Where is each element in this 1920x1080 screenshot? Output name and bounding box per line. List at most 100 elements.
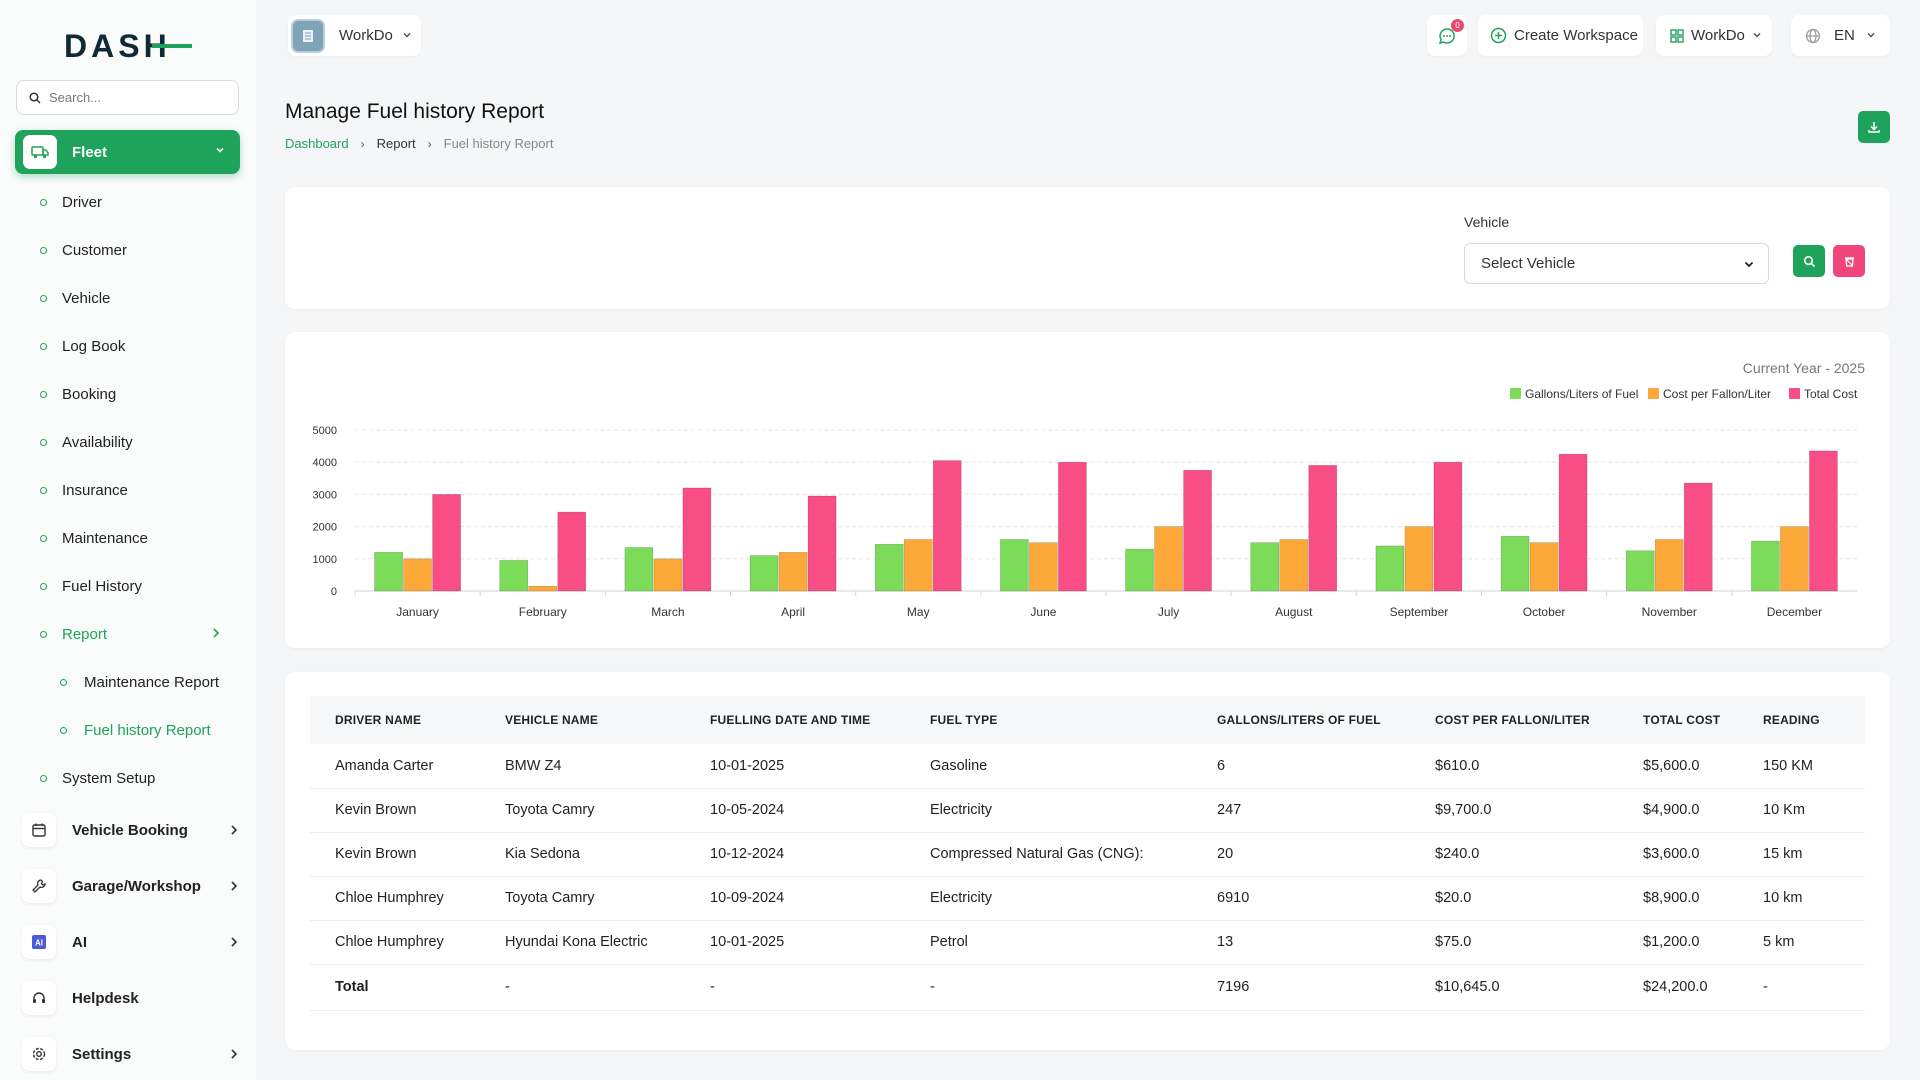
bar (749, 555, 779, 592)
table-cell: Kevin Brown (310, 832, 480, 877)
workspace-selector[interactable]: WorkDo (288, 15, 421, 56)
download-icon (1868, 122, 1880, 133)
sidebar-item-system-setup[interactable]: System Setup (40, 768, 155, 788)
bar (1183, 469, 1212, 592)
table-cell: Toyota Camry (480, 788, 685, 833)
table-cell: 10-01-2025 (685, 744, 905, 789)
bullet-icon (40, 486, 47, 494)
column-header: DRIVER NAME (310, 696, 480, 744)
sidebar-item-booking[interactable]: Booking (40, 384, 116, 404)
x-tick-label: October (1523, 605, 1566, 619)
sidebar-module-ai[interactable]: AI AI (22, 925, 242, 959)
search-input[interactable] (49, 90, 229, 105)
dash-logo[interactable]: DASH (64, 28, 192, 64)
apply-filter-button[interactable] (1793, 245, 1825, 277)
sidebar-item-maintenance-report[interactable]: Maintenance Report (60, 672, 219, 692)
table-cell: BMW Z4 (480, 744, 685, 789)
chevron-right-icon (231, 881, 238, 891)
bar (1433, 461, 1463, 592)
bar (374, 552, 403, 592)
vehicle-filter-label: Vehicle (1464, 214, 1510, 230)
bar (1029, 542, 1058, 592)
messages-button[interactable]: 0 (1427, 15, 1467, 56)
sidebar-item-driver[interactable]: Driver (40, 192, 102, 212)
chevron-down-icon (403, 32, 411, 38)
sidebar-item-availability[interactable]: Availability (40, 432, 133, 452)
bar (499, 560, 529, 592)
bullet-icon (60, 678, 67, 686)
sidebar-module-vehicle-booking[interactable]: Vehicle Booking (22, 813, 242, 847)
plus-circle-icon (1490, 27, 1507, 44)
grid-apps-icon (1670, 28, 1684, 43)
sidebar-item-log-book[interactable]: Log Book (40, 336, 125, 356)
chevron-down-icon (216, 147, 224, 153)
table-cell: Chloe Humphrey (310, 920, 480, 965)
create-workspace-button[interactable]: Create Workspace (1478, 15, 1643, 56)
sidebar-item-maintenance[interactable]: Maintenance (40, 528, 148, 548)
vehicle-select-value: Select Vehicle (1481, 255, 1576, 272)
x-tick-label: April (781, 605, 805, 619)
table-cell: $75.0 (1410, 920, 1618, 965)
table-cell: 10 km (1738, 876, 1865, 921)
bar (1250, 542, 1280, 592)
bar (1375, 545, 1405, 592)
y-tick-label: 2000 (313, 522, 337, 534)
table-cell: 20 (1192, 832, 1410, 877)
bar (1625, 550, 1655, 592)
ai-chip-icon: AI (22, 925, 56, 959)
table-cell: 10-12-2024 (685, 832, 905, 877)
logo-text: DASH (64, 28, 171, 64)
column-header: FUEL TYPE (905, 696, 1192, 744)
x-tick-label: November (1642, 605, 1697, 619)
table-total-cell: Total (310, 964, 480, 1011)
table-row: Kevin Brown Toyota Camry 10-05-2024 Electri… (310, 788, 1865, 833)
bullet-icon (40, 198, 47, 206)
breadcrumb-report[interactable]: Report (376, 136, 416, 151)
language-selector[interactable]: EN (1791, 15, 1890, 56)
vehicle-select[interactable]: Select Vehicle (1464, 243, 1769, 284)
chat-bubble-icon (1438, 27, 1455, 44)
reset-filter-button[interactable] (1833, 245, 1865, 277)
bar (1308, 465, 1338, 592)
search-icon (1803, 255, 1815, 267)
bullet-icon (40, 390, 47, 398)
table-total-cell: $24,200.0 (1618, 964, 1738, 1011)
sidebar-item-report[interactable]: Report (40, 624, 230, 644)
x-tick-label: March (651, 605, 684, 619)
company-selector[interactable]: WorkDo (1656, 15, 1772, 56)
breadcrumb: Dashboard › Report › Fuel history Report (285, 136, 553, 151)
table-cell: Kia Sedona (480, 832, 685, 877)
x-tick-label: January (396, 605, 439, 619)
table-cell: $3,600.0 (1618, 832, 1738, 877)
sidebar-item-fuel-history-report[interactable]: Fuel history Report (60, 720, 211, 740)
download-button[interactable] (1858, 111, 1890, 143)
table-total-cell: - (480, 964, 685, 1011)
table-cell: $5,600.0 (1618, 744, 1738, 789)
sidebar-module-helpdesk[interactable]: Helpdesk (22, 981, 242, 1015)
sidebar-item-vehicle[interactable]: Vehicle (40, 288, 110, 308)
table-cell: 13 (1192, 920, 1410, 965)
column-header: READING (1738, 696, 1865, 744)
gear-icon (22, 1037, 56, 1071)
bar (1000, 539, 1029, 592)
sidebar-module-fleet[interactable]: Fleet (15, 130, 240, 174)
sidebar-item-fuel-history[interactable]: Fuel History (40, 576, 142, 596)
legend-swatch (1648, 388, 1659, 399)
sidebar-search[interactable] (16, 80, 239, 115)
bar (403, 558, 432, 592)
bar (807, 495, 837, 592)
sidebar-item-customer[interactable]: Customer (40, 240, 127, 260)
sidebar-module-garage-workshop[interactable]: Garage/Workshop (22, 869, 242, 903)
fleet-label: Fleet (72, 143, 108, 161)
breadcrumb-dashboard[interactable]: Dashboard (285, 136, 349, 151)
table-total-cell: - (685, 964, 905, 1011)
bullet-icon (40, 342, 47, 350)
table-cell: Compressed Natural Gas (CNG): (905, 832, 1192, 877)
legend-swatch (1789, 388, 1800, 399)
bar (1683, 482, 1713, 592)
sidebar-module-settings[interactable]: Settings (22, 1037, 242, 1071)
sidebar-item-insurance[interactable]: Insurance (40, 480, 128, 500)
table-cell: Amanda Carter (310, 744, 480, 789)
table-cell: Petrol (905, 920, 1192, 965)
table-cell: $8,900.0 (1618, 876, 1738, 921)
